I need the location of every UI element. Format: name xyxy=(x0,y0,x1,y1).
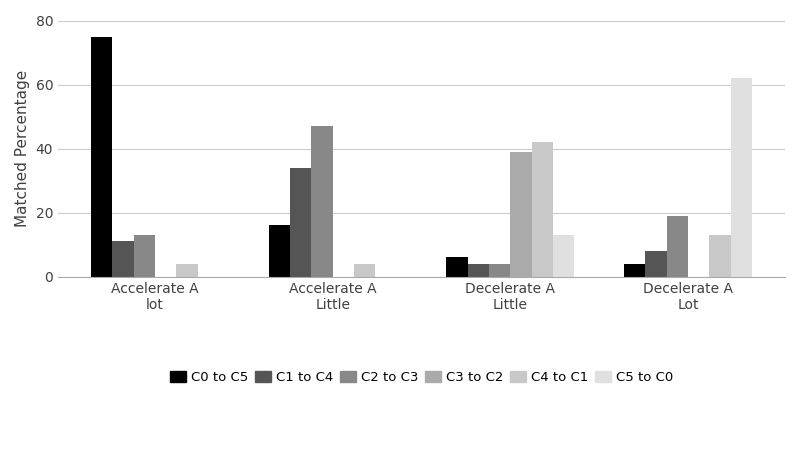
Bar xyxy=(311,126,333,277)
Bar xyxy=(446,257,468,277)
Bar xyxy=(134,235,155,277)
Bar xyxy=(91,37,113,277)
Bar xyxy=(666,216,688,277)
Bar xyxy=(354,264,375,277)
Bar xyxy=(646,251,666,277)
Bar xyxy=(730,78,752,277)
Bar xyxy=(113,241,134,277)
Bar xyxy=(532,142,553,277)
Bar xyxy=(624,264,646,277)
Bar xyxy=(710,235,730,277)
Legend: C0 to C5, C1 to C4, C2 to C3, C3 to C2, C4 to C1, C5 to C0: C0 to C5, C1 to C4, C2 to C3, C3 to C2, … xyxy=(165,365,678,389)
Bar xyxy=(489,264,510,277)
Bar xyxy=(468,264,489,277)
Bar xyxy=(510,152,532,277)
Bar xyxy=(269,225,290,277)
Bar xyxy=(290,168,311,277)
Bar xyxy=(176,264,198,277)
Bar xyxy=(553,235,574,277)
Y-axis label: Matched Percentage: Matched Percentage xyxy=(15,70,30,227)
